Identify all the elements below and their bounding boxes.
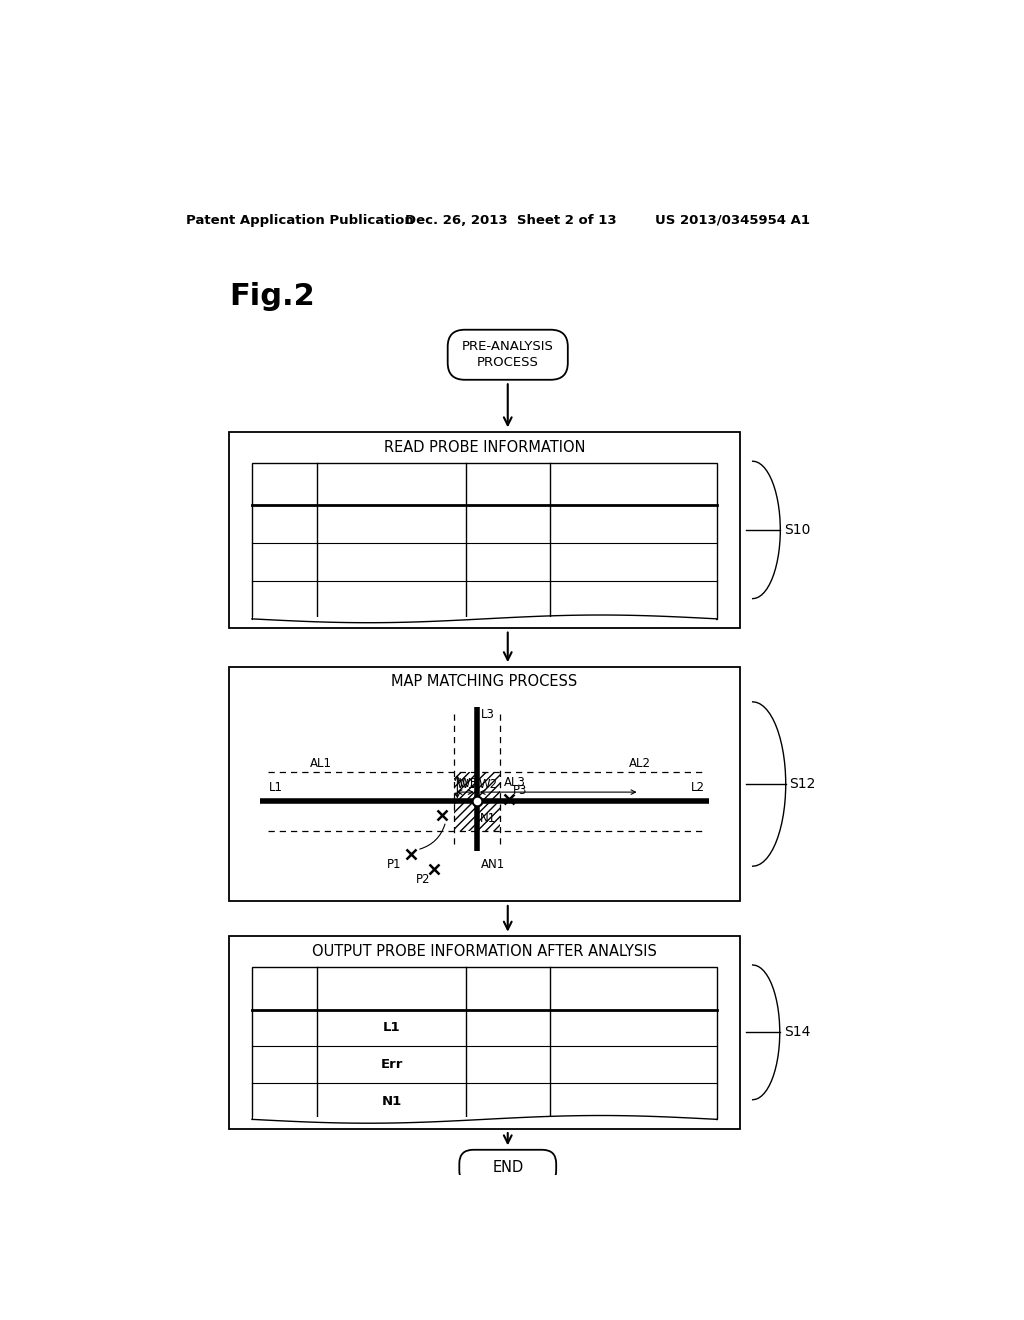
Bar xyxy=(454,772,477,801)
Text: S12: S12 xyxy=(790,777,816,791)
Text: Err: Err xyxy=(380,1057,402,1071)
Text: N1: N1 xyxy=(480,812,496,825)
Text: DRIVING
OPERATION: DRIVING OPERATION xyxy=(597,977,669,999)
Bar xyxy=(252,966,717,1119)
Text: READ PROBE INFORMATION: READ PROBE INFORMATION xyxy=(384,440,586,454)
Text: V₂: V₂ xyxy=(501,1057,514,1071)
Text: P3: P3 xyxy=(513,784,527,797)
Bar xyxy=(228,432,740,628)
Text: L1: L1 xyxy=(269,780,283,793)
Bar xyxy=(253,616,716,624)
Text: ......: ...... xyxy=(622,594,645,606)
Text: END: END xyxy=(493,1159,523,1175)
Text: L1: L1 xyxy=(384,1022,399,1035)
Text: S14: S14 xyxy=(783,1026,810,1039)
Text: SPEED: SPEED xyxy=(487,479,528,488)
Text: ......: ...... xyxy=(622,1057,645,1071)
Text: L1: L1 xyxy=(383,1022,400,1035)
Text: t₁: t₁ xyxy=(280,1022,290,1035)
FancyBboxPatch shape xyxy=(460,1150,556,1184)
Text: (LAT1,LON1): (LAT1,LON1) xyxy=(352,517,430,531)
Text: t₂: t₂ xyxy=(280,1057,290,1071)
Text: AL2: AL2 xyxy=(629,756,651,770)
Text: AN1: AN1 xyxy=(480,858,505,871)
Text: ......: ...... xyxy=(622,1094,645,1107)
Text: PRE-ANALYSIS
PROCESS: PRE-ANALYSIS PROCESS xyxy=(462,341,554,370)
Text: V₁: V₁ xyxy=(501,517,514,531)
Text: AL1: AL1 xyxy=(310,756,332,770)
Text: TIME: TIME xyxy=(269,479,300,488)
Text: DRIVING
OPERATION: DRIVING OPERATION xyxy=(597,473,669,495)
Bar xyxy=(253,1117,716,1125)
Text: (LAT2,LON2): (LAT2,LON2) xyxy=(352,556,430,569)
Text: LOCATION: LOCATION xyxy=(360,983,423,993)
Text: TIME: TIME xyxy=(269,983,300,993)
Bar xyxy=(477,801,500,830)
Text: MAP MATCHING PROCESS: MAP MATCHING PROCESS xyxy=(391,675,578,689)
Bar xyxy=(454,801,477,830)
Text: V₁: V₁ xyxy=(501,1022,514,1035)
Text: S10: S10 xyxy=(784,523,811,537)
Bar xyxy=(477,772,500,801)
Text: Err: Err xyxy=(383,1057,400,1071)
Text: t₃: t₃ xyxy=(280,594,290,606)
Text: N1: N1 xyxy=(381,1094,401,1107)
Bar xyxy=(252,462,717,619)
Text: W3: W3 xyxy=(459,776,478,789)
Text: t₁: t₁ xyxy=(280,517,290,531)
Text: LOCATION: LOCATION xyxy=(360,479,423,488)
Text: V₃: V₃ xyxy=(501,594,514,606)
Text: Dec. 26, 2013  Sheet 2 of 13: Dec. 26, 2013 Sheet 2 of 13 xyxy=(406,214,617,227)
Text: ......: ...... xyxy=(622,1022,645,1035)
Text: P2: P2 xyxy=(416,873,430,886)
Text: t₂: t₂ xyxy=(280,556,290,569)
Text: (LAT3,LON3): (LAT3,LON3) xyxy=(352,594,430,606)
Text: W1: W1 xyxy=(457,777,476,791)
Text: W2: W2 xyxy=(478,777,498,791)
Text: P1: P1 xyxy=(387,858,401,871)
Bar xyxy=(228,936,740,1129)
Text: V₃: V₃ xyxy=(501,1094,514,1107)
FancyBboxPatch shape xyxy=(447,330,568,380)
Text: OUTPUT PROBE INFORMATION AFTER ANALYSIS: OUTPUT PROBE INFORMATION AFTER ANALYSIS xyxy=(312,944,657,960)
Text: Patent Application Publication: Patent Application Publication xyxy=(186,214,414,227)
Text: ......: ...... xyxy=(622,517,645,531)
Bar xyxy=(228,667,740,902)
Text: L2: L2 xyxy=(691,780,706,793)
Text: US 2013/0345954 A1: US 2013/0345954 A1 xyxy=(655,214,810,227)
Text: AL3: AL3 xyxy=(504,776,525,788)
Text: L3: L3 xyxy=(480,708,495,721)
Text: t₃: t₃ xyxy=(280,1094,290,1107)
Text: V₂: V₂ xyxy=(501,556,514,569)
Text: SPEED: SPEED xyxy=(487,983,528,993)
Text: Fig.2: Fig.2 xyxy=(228,281,314,310)
Text: N1: N1 xyxy=(383,1094,400,1107)
Text: ......: ...... xyxy=(622,556,645,569)
